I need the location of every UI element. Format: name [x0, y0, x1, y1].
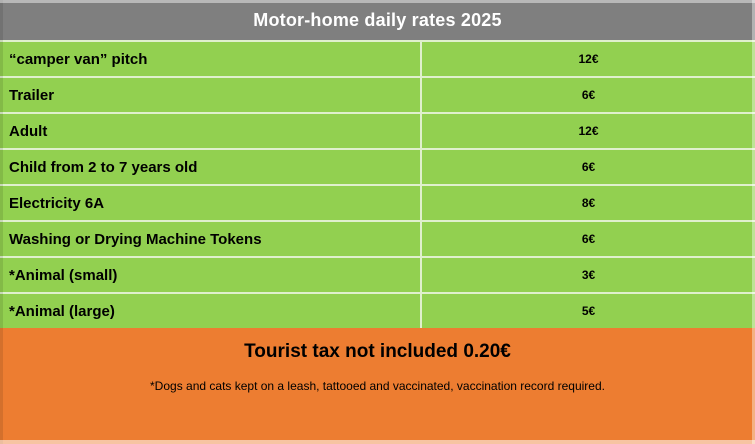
- footer-banner: Tourist tax not included 0.20€ *Dogs and…: [0, 328, 755, 444]
- rate-row: Washing or Drying Machine Tokens 6€: [0, 220, 755, 256]
- rate-label: Washing or Drying Machine Tokens: [9, 230, 262, 248]
- rate-row: Adult 12€: [0, 112, 755, 148]
- page-title: Motor-home daily rates 2025: [253, 9, 502, 30]
- rates-table: “camper van” pitch 12€ Trailer 6€ Adult …: [0, 40, 755, 328]
- rate-row: Electricity 6A 8€: [0, 184, 755, 220]
- tourist-tax-note: Tourist tax not included 0.20€: [244, 341, 511, 362]
- rate-row: Child from 2 to 7 years old 6€: [0, 148, 755, 184]
- rate-label: Adult: [9, 122, 48, 140]
- rate-row: *Animal (large) 5€: [0, 292, 755, 328]
- rate-label: Child from 2 to 7 years old: [9, 158, 198, 176]
- rate-price: 12€: [420, 42, 755, 76]
- rate-row: Trailer 6€: [0, 76, 755, 112]
- rate-label: Trailer: [9, 86, 55, 104]
- rate-price: 3€: [420, 258, 755, 292]
- rate-price: 6€: [420, 222, 755, 256]
- rate-price: 12€: [420, 114, 755, 148]
- rate-label: *Animal (small): [9, 266, 118, 284]
- rate-row: *Animal (small) 3€: [0, 256, 755, 292]
- rate-label: “camper van” pitch: [9, 50, 148, 68]
- rate-price: 5€: [420, 294, 755, 328]
- rate-label: Electricity 6A: [9, 194, 105, 212]
- animal-conditions-note: *Dogs and cats kept on a leash, tattooed…: [150, 379, 605, 393]
- rate-label: *Animal (large): [9, 302, 115, 320]
- rate-row: “camper van” pitch 12€: [0, 40, 755, 76]
- rate-price: 6€: [420, 78, 755, 112]
- table-header: Motor-home daily rates 2025: [0, 0, 755, 40]
- rate-price: 6€: [420, 150, 755, 184]
- rate-price: 8€: [420, 186, 755, 220]
